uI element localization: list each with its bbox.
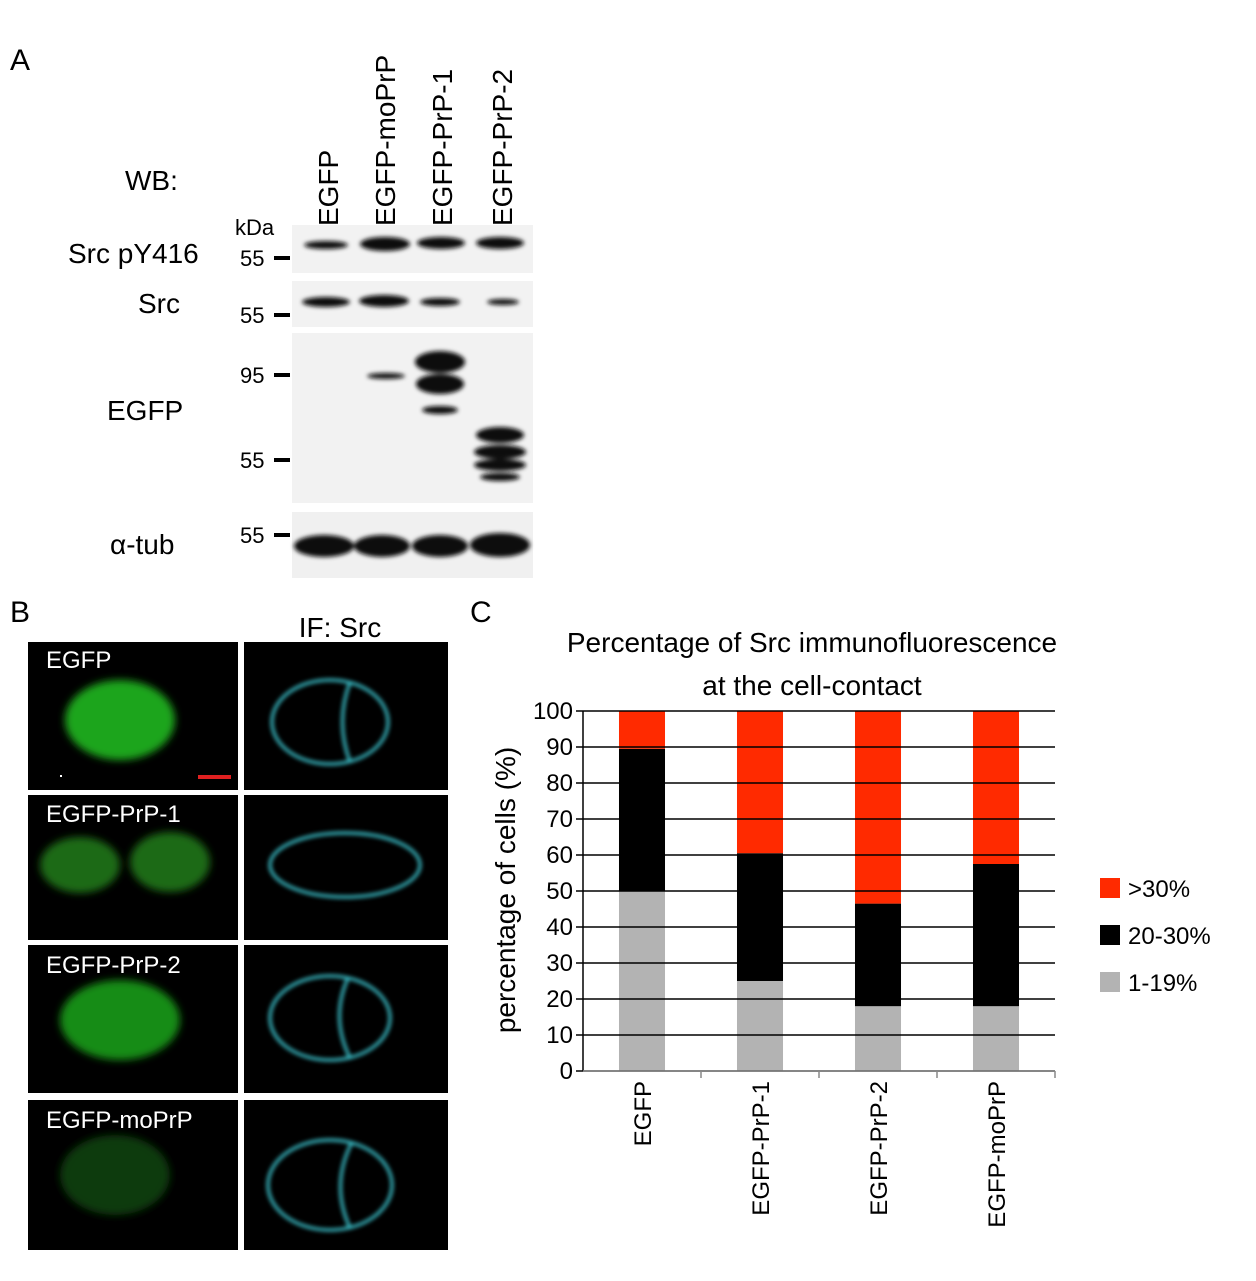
y-tick-label: 20 [546,986,573,1013]
y-tick-label: 10 [546,1022,573,1049]
x-tick-label: EGFP-PrP-2 [866,1081,893,1216]
row-label: α-tub [110,529,174,560]
chart-title: Percentage of Src immunofluorescence [567,627,1057,658]
row-label: EGFP-PrP-2 [46,952,181,979]
y-tick-label: 60 [546,842,573,869]
bar-segment [618,711,666,749]
legend-swatch [1100,878,1120,898]
row-label: EGFP-PrP-1 [46,801,181,828]
legend-label: 1-19% [1128,970,1197,997]
row-label: Src [138,288,180,319]
y-tick-label: 100 [533,698,573,725]
markers [274,256,290,537]
bar-segment [618,748,666,891]
panel-label: A [10,44,30,77]
lane-label: EGFP-PrP-1 [427,69,458,226]
legend-label: >30% [1128,876,1190,903]
y-tick-label: 40 [546,914,573,941]
chart-subtitle: at the cell-contact [702,670,922,701]
bar-segment [854,711,902,904]
x-tick-label: EGFP-PrP-1 [748,1081,775,1216]
legend-swatch [1100,972,1120,992]
x-tick-label: EGFP [630,1081,657,1146]
column-title: IF: Src [299,612,381,643]
row-label: Src pY416 [68,238,199,269]
bar-segment [736,853,784,981]
micrographs [28,642,448,1250]
marker-label: 55 [240,246,264,271]
panel-label: B [10,596,30,629]
bar-segment [972,864,1020,1007]
bar-segment [972,1006,1020,1071]
bar-segment [736,711,784,854]
y-tick-label: 90 [546,734,573,761]
row-label: EGFP-moPrP [46,1107,193,1134]
bar-segment [854,903,902,1007]
lane-label: EGFP-PrP-2 [487,69,518,226]
marker-label: 95 [240,363,264,388]
marker-label: 55 [240,448,264,473]
wb-label: WB: [125,165,178,196]
y-tick-label: 80 [546,770,573,797]
kda-label: kDa [235,215,275,240]
lane-label: EGFP [313,150,344,226]
marker-label: 55 [240,523,264,548]
y-tick-label: 30 [546,950,573,977]
y-tick-label: 70 [546,806,573,833]
x-tick-label: EGFP-moPrP [984,1081,1011,1228]
panel-label: C [470,596,492,629]
y-tick-label: 0 [560,1058,573,1085]
plot: 0 10 20 30 40 50 60 70 80 90 100 EGFP EGFP-PrP-1 EGFP… [533,698,1211,1228]
bar-segment [618,891,666,1071]
bar-segment [972,711,1020,864]
y-tick-label: 50 [546,878,573,905]
row-label: EGFP [107,395,183,426]
legend-label: 20-30% [1128,923,1211,950]
lane-label: EGFP-moPrP [370,55,401,226]
legend-swatch [1100,925,1120,945]
row-label: EGFP [46,647,111,674]
bar-segment [736,981,784,1071]
blot [292,225,533,578]
bar-segment [854,1006,902,1071]
marker-label: 55 [240,303,264,328]
y-axis-label: percentage of cells (%) [490,747,521,1033]
